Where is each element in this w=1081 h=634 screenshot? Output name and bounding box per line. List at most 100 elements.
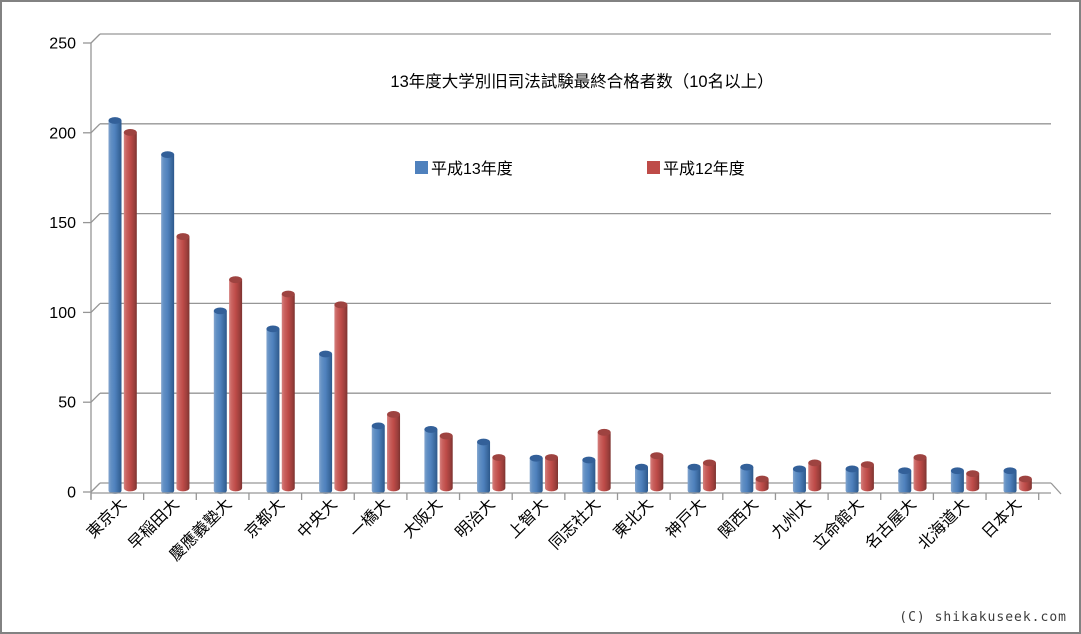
bar-body <box>229 279 243 492</box>
bar-平成12年度-慶應義塾大 <box>229 276 243 492</box>
bar-平成13年度-東北大 <box>635 463 648 494</box>
bar-top-cap <box>424 426 438 433</box>
bar-body <box>950 470 964 494</box>
bar-平成12年度-東京大 <box>123 128 137 492</box>
legend-item-h13: 平成13年度 <box>415 155 513 179</box>
category-axis-label: 関西大 <box>715 495 762 542</box>
category-axis-label: 日本大 <box>979 495 1026 542</box>
bar-body <box>650 455 664 492</box>
category-axis-label: 北海道大 <box>915 495 973 553</box>
bar-平成12年度-神戸大 <box>702 459 716 492</box>
value-axis-tick-label: 200 <box>49 125 76 142</box>
bar-平成13年度-立命館大 <box>845 465 859 494</box>
bar-top-cap <box>687 463 701 471</box>
bar-平成13年度-京都大 <box>266 325 280 494</box>
bar-平成12年度-東北大 <box>650 452 664 492</box>
bar-top-cap <box>966 470 980 478</box>
category-axis-label: 中央大 <box>294 495 341 542</box>
bar-top-cap <box>792 465 806 473</box>
bar-body <box>123 132 137 492</box>
legend-label-h13: 平成13年度 <box>431 161 513 178</box>
bar-平成13年度-一橋大 <box>371 422 385 494</box>
bar-top-cap <box>334 301 348 309</box>
bar-body <box>740 467 754 494</box>
gridline-depth-joint <box>90 392 101 403</box>
bar-body <box>176 236 190 492</box>
bar-平成12年度-関西大 <box>755 475 769 492</box>
bar-平成12年度-名古屋大 <box>913 454 927 492</box>
bar-body <box>845 468 859 494</box>
category-axis-label: 同志社大 <box>546 495 604 553</box>
bar-body <box>319 354 333 494</box>
bar-body <box>755 479 769 492</box>
bar-平成13年度-明治大 <box>477 438 491 494</box>
bar-top-cap <box>213 307 227 315</box>
bar-top-cap <box>492 454 506 461</box>
bar-body <box>898 470 912 494</box>
category-axis-label: 九州大 <box>768 495 815 542</box>
bar-body <box>702 462 716 492</box>
value-axis-tick-label: 250 <box>49 36 76 53</box>
bar-平成13年度-北海道大 <box>950 467 964 494</box>
bar-平成12年度-明治大 <box>492 454 506 492</box>
bar-top-cap <box>281 290 295 298</box>
bar-平成13年度-東京大 <box>108 117 122 494</box>
bar-body <box>108 120 122 494</box>
category-axis-label: 京都大 <box>241 495 288 542</box>
bar-平成13年度-同志社大 <box>582 456 596 494</box>
value-axis-tick-label: 0 <box>67 485 76 502</box>
bars-layer <box>108 117 1032 494</box>
bar-top-cap <box>635 463 648 471</box>
bar-body <box>792 468 806 494</box>
bar-top-cap <box>1018 475 1032 483</box>
bar-body <box>529 458 543 494</box>
bar-body <box>439 435 453 492</box>
bar-body <box>477 442 491 494</box>
axes-layer <box>83 42 1062 500</box>
bar-body <box>161 154 175 494</box>
bar-平成12年度-一橋大 <box>387 410 401 492</box>
bar-平成13年度-名古屋大 <box>898 467 912 494</box>
category-axis-label: 名古屋大 <box>862 495 920 553</box>
category-axis-label: 上智大 <box>505 495 552 542</box>
bar-平成13年度-大阪大 <box>424 426 438 494</box>
bar-平成12年度-上智大 <box>545 454 558 492</box>
bar-body <box>597 432 611 492</box>
bar-body <box>966 473 980 492</box>
bar-top-cap <box>808 459 822 467</box>
bar-top-cap <box>123 128 137 136</box>
bar-top-cap <box>913 454 927 461</box>
bar-平成13年度-中央大 <box>319 350 333 494</box>
bar-平成13年度-関西大 <box>740 463 754 494</box>
bar-平成12年度-大阪大 <box>439 432 453 492</box>
bar-body <box>860 464 874 492</box>
bar-top-cap <box>266 325 280 333</box>
bar-top-cap <box>439 432 453 440</box>
legend-item-h12: 平成12年度 <box>647 155 745 179</box>
bar-body <box>492 457 506 492</box>
bar-top-cap <box>108 117 122 124</box>
bar-top-cap <box>176 233 190 240</box>
bar-body <box>582 459 596 494</box>
bar-body <box>687 467 701 494</box>
bar-body <box>213 310 227 494</box>
bar-body <box>545 457 558 492</box>
bar-top-cap <box>702 459 716 467</box>
gridline-depth-joint <box>90 33 101 44</box>
bar-平成13年度-神戸大 <box>687 463 701 494</box>
bar-平成12年度-北海道大 <box>966 470 980 492</box>
bar-body <box>1018 479 1032 492</box>
bar-body <box>371 425 385 494</box>
category-axis-label: 神戸大 <box>663 495 710 542</box>
bar-top-cap <box>229 276 243 284</box>
bar-top-cap <box>597 428 611 436</box>
bar-平成13年度-日本大 <box>1003 467 1017 494</box>
bar-body <box>281 294 295 492</box>
bar-平成12年度-九州大 <box>808 459 822 492</box>
category-axis-label: 明治大 <box>452 495 499 542</box>
category-axis-label: 大阪大 <box>399 495 446 542</box>
bar-top-cap <box>845 465 859 473</box>
bar-top-cap <box>161 151 175 159</box>
bar-平成12年度-同志社大 <box>597 428 611 492</box>
